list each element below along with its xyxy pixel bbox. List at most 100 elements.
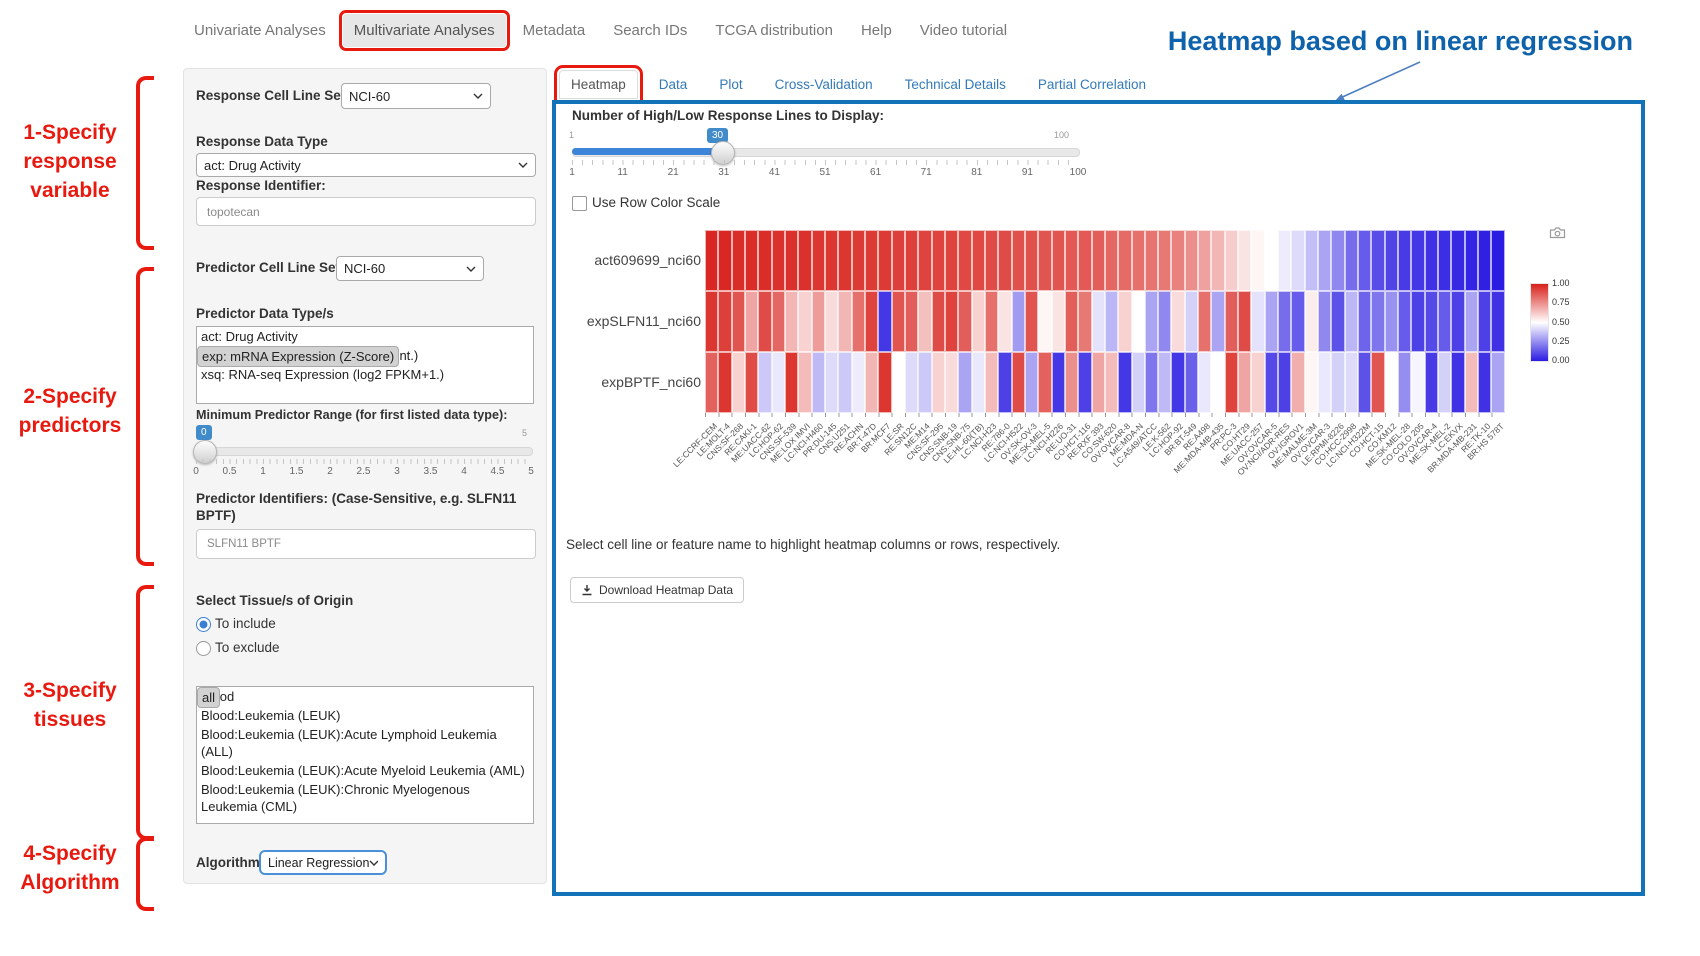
heatmap-cell[interactable] <box>745 230 758 291</box>
heatmap-cell[interactable] <box>1291 230 1304 291</box>
heatmap-cell[interactable] <box>1278 230 1291 291</box>
heatmap-cell[interactable] <box>1251 291 1264 352</box>
heatmap-cell[interactable] <box>905 230 918 291</box>
predictor-identifiers-input[interactable]: SLFN11 BPTF <box>196 529 536 559</box>
heatmap-cell[interactable] <box>918 352 931 413</box>
heatmap-cell[interactable] <box>852 352 865 413</box>
heatmap-cell[interactable] <box>985 352 998 413</box>
heatmap-cell[interactable] <box>852 230 865 291</box>
heatmap-cell[interactable] <box>825 230 838 291</box>
heatmap-cell[interactable] <box>798 291 811 352</box>
heatmap-cell[interactable] <box>1305 230 1318 291</box>
heatmap-cell[interactable] <box>932 230 945 291</box>
heatmap-cell[interactable] <box>1132 352 1145 413</box>
heatmap-cell[interactable] <box>892 352 905 413</box>
heatmap-cell[interactable] <box>1158 291 1171 352</box>
heatmap-cell[interactable] <box>705 291 718 352</box>
heatmap-cell[interactable] <box>865 291 878 352</box>
heatmap-cell[interactable] <box>1425 291 1438 352</box>
heatmap-cell[interactable] <box>1331 291 1344 352</box>
heatmap-cell[interactable] <box>1198 352 1211 413</box>
heatmap-cell[interactable] <box>812 230 825 291</box>
heatmap-cell[interactable] <box>1491 352 1504 413</box>
heatmap-cell[interactable] <box>1465 352 1478 413</box>
heatmap-cell[interactable] <box>1105 352 1118 413</box>
heatmap-cell[interactable] <box>972 352 985 413</box>
heatmap-cell[interactable] <box>985 230 998 291</box>
heatmap-cell[interactable] <box>1451 291 1464 352</box>
heatmap-cell[interactable] <box>1158 352 1171 413</box>
heatmap-cell[interactable] <box>878 291 891 352</box>
range-slider-track[interactable] <box>196 447 533 456</box>
heatmap-cell[interactable] <box>918 291 931 352</box>
heatmap-cell[interactable] <box>825 291 838 352</box>
heatmap-cell[interactable] <box>932 291 945 352</box>
heatmap-cell[interactable] <box>745 291 758 352</box>
heatmap-cell[interactable] <box>1385 230 1398 291</box>
heatmap-cell[interactable] <box>1238 352 1251 413</box>
heatmap-cell[interactable] <box>1331 352 1344 413</box>
predictor-data-type-list[interactable]: act: Drug Activityexp: mRNA Expression (… <box>196 326 534 404</box>
heatmap-cell[interactable] <box>1305 352 1318 413</box>
heatmap-cell[interactable] <box>838 230 851 291</box>
nav-item-multivariate-analyses[interactable]: Multivariate Analyses <box>343 14 506 47</box>
heatmap-cell[interactable] <box>1465 291 1478 352</box>
heatmap-cell[interactable] <box>812 291 825 352</box>
heatmap-cell[interactable] <box>1211 291 1224 352</box>
heatmap-cell[interactable] <box>745 352 758 413</box>
heatmap-cell[interactable] <box>785 291 798 352</box>
heatmap-cell[interactable] <box>1345 291 1358 352</box>
heatmap-cell[interactable] <box>1078 230 1091 291</box>
camera-icon[interactable] <box>1549 226 1566 239</box>
option-blood-leukemia-leuk-acute-lymphoid-leukemia-all[interactable]: Blood:Leukemia (LEUK):Acute Lymphoid Leu… <box>197 725 533 761</box>
heatmap-cell[interactable] <box>1425 230 1438 291</box>
option-act-drug-activity[interactable]: act: Drug Activity <box>197 327 533 346</box>
heatmap-cell[interactable] <box>878 352 891 413</box>
heatmap-cell[interactable] <box>905 291 918 352</box>
heatmap-cell[interactable] <box>1145 291 1158 352</box>
nav-item-univariate-analyses[interactable]: Univariate Analyses <box>183 14 337 47</box>
heatmap-row-label[interactable]: expSLFN11_nci60 <box>556 291 701 352</box>
heatmap-cell[interactable] <box>812 352 825 413</box>
heatmap-cell[interactable] <box>1411 352 1424 413</box>
heatmap-cell[interactable] <box>1038 352 1051 413</box>
heatmap-cell[interactable] <box>1092 291 1105 352</box>
heatmap-cell[interactable] <box>892 291 905 352</box>
heatmap-cell[interactable] <box>1478 291 1491 352</box>
heatmap-cell[interactable] <box>838 352 851 413</box>
heatmap-cell[interactable] <box>852 291 865 352</box>
heatmap-cell[interactable] <box>1132 230 1145 291</box>
heatmap-cell[interactable] <box>772 230 785 291</box>
heatmap-cell[interactable] <box>945 291 958 352</box>
heatmap-cell[interactable] <box>1398 230 1411 291</box>
heatmap-cell[interactable] <box>1265 291 1278 352</box>
heatmap-cell[interactable] <box>1278 352 1291 413</box>
heatmap-cell[interactable] <box>1411 230 1424 291</box>
exclude-radio[interactable] <box>196 641 211 656</box>
heatmap-cell[interactable] <box>1478 230 1491 291</box>
heatmap-cell[interactable] <box>1358 291 1371 352</box>
heatmap-cell[interactable] <box>1132 291 1145 352</box>
heatmap-cell[interactable] <box>758 291 771 352</box>
heatmap-cell[interactable] <box>1398 352 1411 413</box>
heatmap-cell[interactable] <box>1065 230 1078 291</box>
nav-item-metadata[interactable]: Metadata <box>512 14 597 47</box>
heatmap-cell[interactable] <box>1225 230 1238 291</box>
heatmap-cell[interactable] <box>865 352 878 413</box>
tab-plot[interactable]: Plot <box>708 71 753 98</box>
heatmap-cell[interactable] <box>1158 230 1171 291</box>
heatmap-cell[interactable] <box>1251 230 1264 291</box>
option-blood[interactable]: Blood <box>197 687 533 706</box>
option-blood-leukemia-leuk-chronic-myelogenous-leukemia-cml[interactable]: Blood:Leukemia (LEUK):Chronic Myelogenou… <box>197 780 533 816</box>
heatmap-row-label[interactable]: act609699_nci60 <box>556 230 701 291</box>
heatmap-cell[interactable] <box>1491 230 1504 291</box>
heatmap-cell[interactable] <box>932 352 945 413</box>
tab-data[interactable]: Data <box>648 71 699 98</box>
nav-item-search-ids[interactable]: Search IDs <box>602 14 698 47</box>
heatmap-cell[interactable] <box>718 352 731 413</box>
row-color-scale-checkbox[interactable] <box>572 196 587 211</box>
heatmap-cell[interactable] <box>1305 291 1318 352</box>
heatmap-cell[interactable] <box>1171 352 1184 413</box>
tab-heatmap[interactable]: Heatmap <box>559 70 638 99</box>
heatmap-cell[interactable] <box>1478 352 1491 413</box>
